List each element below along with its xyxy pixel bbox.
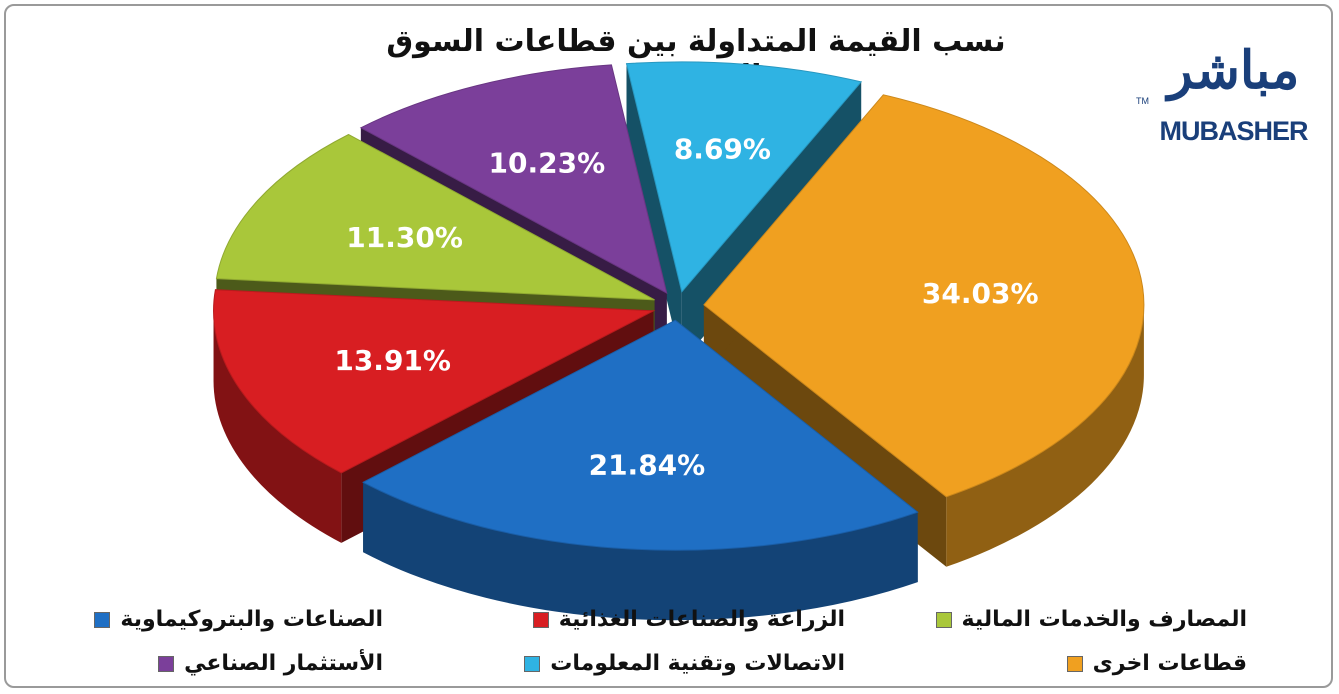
- pie-side-1: [363, 482, 918, 621]
- legend-swatch: [1066, 655, 1083, 672]
- logo-arabic-text: مباشر: [1167, 40, 1300, 101]
- pie-label-1: 21.84%: [589, 448, 706, 481]
- pie-label-2: 13.91%: [334, 344, 451, 377]
- pie-side-0: [946, 304, 1144, 567]
- legend-label: الصناعات والبتروكيماوية: [120, 607, 383, 632]
- pie-slice-5: [625, 61, 863, 293]
- pie-slice-0: [703, 94, 1145, 498]
- legend-swatch: [94, 611, 111, 628]
- pie-tops: [213, 61, 1145, 551]
- pie-label-0: 34.03%: [922, 277, 1039, 310]
- pie-slice-4: [359, 64, 668, 295]
- legend-item-banks: المصارف والخدمات المالية: [935, 607, 1247, 632]
- logo-trademark: TM: [1136, 96, 1149, 106]
- legend-swatch: [524, 655, 541, 672]
- pie-chart: 34.03% 21.84% 13.91% 11.30% 10.23% 8.69%: [213, 61, 1145, 621]
- pie-side-2: [213, 310, 342, 543]
- legend-item-industrial-investment: الأستثمار الصناعي: [158, 651, 383, 676]
- legend-swatch: [158, 655, 175, 672]
- legend-item-telecom: الاتصالات وتقنية المعلومات: [524, 651, 845, 676]
- pie-wall-5-0: [626, 63, 682, 362]
- legend-item-petrochemicals: الصناعات والبتروكيماوية: [94, 607, 383, 632]
- pie-label-5: 8.69%: [674, 133, 771, 166]
- pie-labels: 34.03% 21.84% 13.91% 11.30% 10.23% 8.69%: [334, 133, 1038, 482]
- legend-label: المصارف والخدمات المالية: [961, 607, 1247, 632]
- pie-slice-1: [362, 319, 919, 551]
- legend-item-agriculture: الزراعة والصناعات الغذائية: [532, 607, 845, 632]
- pie-slice-2: [213, 289, 656, 474]
- logo-english-text: MUBASHER: [1159, 116, 1308, 146]
- legend-label: الاتصالات وتقنية المعلومات: [550, 651, 845, 676]
- pie-label-3: 11.30%: [346, 221, 463, 254]
- legend-label: قطاعات اخرى: [1092, 651, 1247, 676]
- legend-label: الأستثمار الصناعي: [184, 651, 383, 676]
- mubasher-logo: مباشر TM MUBASHER: [1136, 34, 1321, 154]
- chart-frame: نسب القيمة المتداولة بين قطاعات السوق ال…: [4, 4, 1333, 688]
- pie-slice-3: [215, 133, 655, 301]
- pie-label-4: 10.23%: [489, 146, 606, 179]
- legend-label: الزراعة والصناعات الغذائية: [558, 607, 845, 632]
- legend-swatch: [532, 611, 549, 628]
- legend-swatch: [935, 611, 952, 628]
- legend-item-other: قطاعات اخرى: [1066, 651, 1247, 676]
